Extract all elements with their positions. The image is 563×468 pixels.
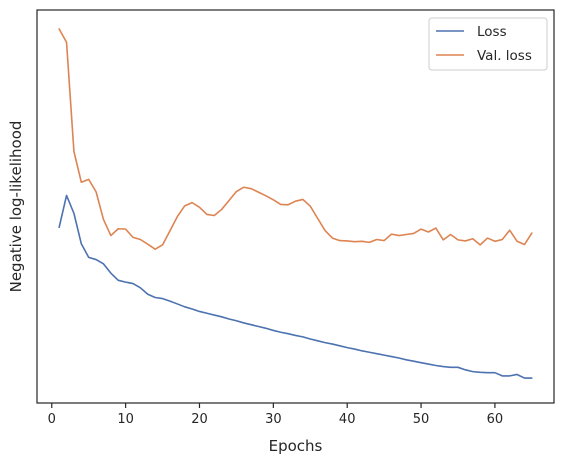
- x-tick-label: 0: [48, 412, 56, 427]
- legend-label: Loss: [477, 24, 507, 40]
- series-line-loss: [58, 194, 533, 379]
- plot-frame: [36, 9, 555, 404]
- x-tick-label: 60: [487, 412, 504, 427]
- series-line-val-loss: [58, 28, 533, 250]
- legend-label: Val. loss: [477, 48, 532, 64]
- x-tick-label: 10: [117, 412, 134, 427]
- series-layer: [58, 28, 533, 379]
- x-axis-label: Epochs: [269, 437, 323, 455]
- axes-layer: 0 10 20 30 40 50 60 Epochs Negative log-likeliho…: [7, 9, 555, 455]
- y-axis-label: Negative log-likelihood: [7, 121, 25, 293]
- x-tick-label: 20: [191, 412, 208, 427]
- legend: Loss Val. loss: [428, 17, 548, 71]
- x-tick-label: 40: [339, 412, 356, 427]
- x-tick-label: 30: [265, 412, 282, 427]
- x-tick-label: 50: [413, 412, 430, 427]
